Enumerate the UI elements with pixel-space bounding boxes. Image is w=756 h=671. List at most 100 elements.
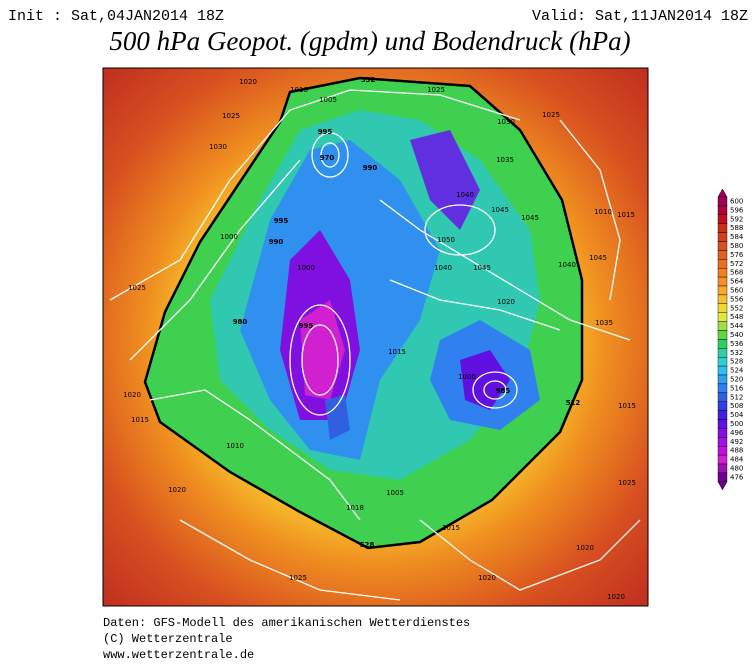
legend-swatch xyxy=(717,339,728,349)
field-512 xyxy=(325,395,350,440)
isobar xyxy=(311,132,349,178)
legend-label: 576 xyxy=(730,251,744,259)
isobar-label: 1000 xyxy=(458,373,476,381)
isobar-label: 995 xyxy=(274,217,289,225)
legend-swatch xyxy=(717,446,728,456)
map-frame xyxy=(102,67,649,607)
legend-swatch xyxy=(717,294,728,304)
legend-swatch xyxy=(717,383,728,393)
legend-swatch xyxy=(717,454,728,465)
legend-swatch xyxy=(717,410,728,420)
legend-label: 508 xyxy=(730,402,743,410)
legend-label: 548 xyxy=(730,313,743,321)
isobar-label: 1040 xyxy=(456,191,474,199)
isobar-label: 970 xyxy=(320,154,335,162)
legend-swatch xyxy=(717,365,728,376)
legend-swatch xyxy=(717,463,728,474)
legend-label: 596 xyxy=(730,206,744,214)
isobar-label: 1030 xyxy=(497,118,515,126)
isobar-label: 1020 xyxy=(123,391,141,399)
map-title: 500 hPa Geopot. (gpdm) und Bodendruck (h… xyxy=(109,26,630,56)
legend-label: 532 xyxy=(730,349,743,357)
isobar xyxy=(379,199,631,341)
legend-label: 556 xyxy=(730,295,744,303)
legend-label: 528 xyxy=(730,358,743,366)
map: 1020 1010 1005 552 1025 1025 1030 1030 1025 995 97… xyxy=(103,68,648,606)
footer-source: Daten: GFS-Modell des amerikanischen Wet… xyxy=(103,616,470,630)
isobar-label: 1020 xyxy=(497,298,515,306)
isobar-label: 1025 xyxy=(222,112,240,120)
field-484 xyxy=(300,300,345,400)
legend-label: 584 xyxy=(730,233,744,241)
legend-label: 588 xyxy=(730,224,743,232)
isobar xyxy=(472,371,518,409)
legend-label: 564 xyxy=(730,278,744,286)
isobar-label: 1025 xyxy=(427,86,445,94)
legend-label: 572 xyxy=(730,260,743,268)
isobar-label: 512 xyxy=(566,399,581,407)
legend-label: 580 xyxy=(730,242,743,250)
legend-swatch xyxy=(717,321,728,331)
isobar-labels: 1020 1010 1005 552 1025 1025 1030 1030 1025 995 97… xyxy=(123,76,636,601)
legend-swatch xyxy=(717,357,728,367)
legend-label: 512 xyxy=(730,393,743,401)
isobar-label: 1020 xyxy=(168,486,186,494)
isobar xyxy=(301,324,339,396)
isobar-label: 1035 xyxy=(496,156,514,164)
isobar-label: 1020 xyxy=(478,574,496,582)
isobar xyxy=(559,119,621,301)
isobar-label: 1015 xyxy=(618,402,636,410)
isobar xyxy=(424,204,496,256)
isobar-label: 552 xyxy=(361,76,376,84)
isobar-label: 1015 xyxy=(388,348,406,356)
isobar-label: 528 xyxy=(360,541,375,549)
isobar-label: 1050 xyxy=(437,236,455,244)
legend-swatch xyxy=(717,330,728,340)
legend-label: 536 xyxy=(730,340,744,348)
legend-label: 560 xyxy=(730,286,743,294)
legend-label: 524 xyxy=(730,367,744,375)
isobar-label: 1045 xyxy=(589,254,607,262)
isobar-label: 1010 xyxy=(594,208,612,216)
legend-swatch xyxy=(717,419,728,429)
isobar-label: 1000 xyxy=(220,233,238,241)
isobar-label: 1020 xyxy=(239,78,257,86)
legend-label: 492 xyxy=(730,438,743,446)
legend-label: 500 xyxy=(730,420,743,428)
legend-arrow-bottom xyxy=(717,481,728,491)
isobar-label: 1010 xyxy=(290,86,308,94)
isobar-label: 1045 xyxy=(491,206,509,214)
legend-swatch xyxy=(717,312,728,322)
isobar-label: 985 xyxy=(496,387,511,395)
isobar xyxy=(179,519,401,601)
legend-label: 600 xyxy=(730,197,743,205)
isobar-label: 1010 xyxy=(226,442,244,450)
legend-label: 504 xyxy=(730,411,744,419)
isobar-label: 1025 xyxy=(542,111,560,119)
field-500-east xyxy=(460,350,510,410)
legend-swatch xyxy=(717,374,728,385)
legend-swatch xyxy=(717,241,728,251)
legend-label: 540 xyxy=(730,331,743,339)
isobar-label: 1045 xyxy=(521,214,539,222)
isobar-label: 1005 xyxy=(386,489,404,497)
legend-swatch xyxy=(717,348,728,358)
isobar-label: 990 xyxy=(363,164,378,172)
isobar-label: 990 xyxy=(269,238,284,246)
legend-swatch xyxy=(717,276,728,287)
isobar xyxy=(389,279,561,331)
init-time: Init : Sat,04JAN2014 18Z xyxy=(8,8,224,25)
isobar xyxy=(129,159,301,361)
valid-time: Valid: Sat,11JAN2014 18Z xyxy=(532,8,748,25)
isobar-label: 1005 xyxy=(319,96,337,104)
footer-url: www.wetterzentrale.de xyxy=(103,648,254,662)
isobar xyxy=(289,304,351,416)
legend-swatch xyxy=(717,285,728,296)
isobar-label: 1018 xyxy=(346,504,364,512)
isobar-label: 1015 xyxy=(442,524,460,532)
legend-swatch xyxy=(717,437,728,447)
isobar-label: 1040 xyxy=(558,261,576,269)
isobar-label: 1020 xyxy=(607,593,625,601)
